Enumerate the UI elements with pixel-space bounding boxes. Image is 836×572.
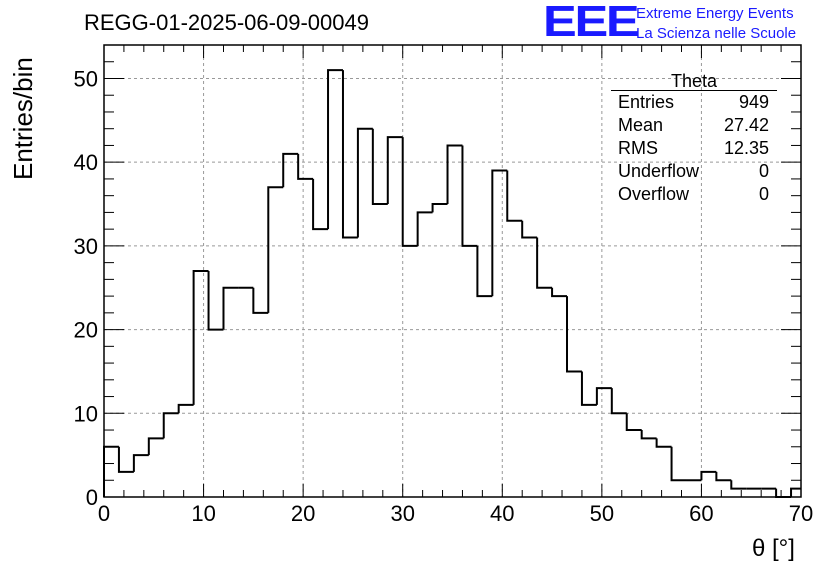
histogram-bin [132,454,149,472]
x-axis-label: θ [°] [752,535,795,562]
histogram-bin [371,128,388,206]
x-tick-label: 10 [191,501,215,526]
x-tick-label: 70 [789,501,813,526]
histogram-bin [327,69,343,230]
plot-frame [103,44,802,498]
stats-title: Theta [611,72,777,91]
histogram-bin [700,470,717,481]
histogram-bin [386,136,403,205]
y-tick-label: 20 [74,318,98,343]
histogram-bin [416,211,433,246]
histogram-bin [595,387,612,405]
histogram-bin [252,287,269,314]
histogram-bin [566,296,582,373]
stats-label: Underflow [618,161,700,181]
histogram-bin [282,152,299,188]
histogram-bin [491,169,508,297]
histogram-bin [536,237,553,289]
histogram-bin [267,186,284,313]
histogram-bin [461,145,478,247]
histogram-bin [670,446,687,482]
histogram-bin [521,220,538,239]
histogram-bin [775,488,792,498]
histogram-bin [312,178,329,231]
stats-box: Theta Entries 949 Mean 27.42 RMS 12.35 U… [611,72,777,206]
eee-logo: EEE [543,0,640,46]
stats-row-underflow: Underflow 0 [611,160,777,183]
stats-label: RMS [618,138,658,158]
histogram-bin [790,487,801,497]
histogram-bin [177,403,194,414]
histogram-bin [730,480,747,490]
histogram-bin [610,388,627,415]
histogram-bin [147,437,164,456]
plot-title: REGG-01-2025-06-09-00049 [84,10,369,35]
stats-row-mean: Mean 27.42 [611,114,777,137]
histogram-bin [625,413,642,432]
y-axis-label: Entries/bin [8,57,38,180]
histogram-bin [401,137,418,247]
histogram-bin [715,471,732,482]
histogram-bars [103,69,801,498]
stats-label: Entries [618,92,675,112]
stats-row-entries: Entries 949 [611,91,777,114]
x-tick-label: 20 [291,501,315,526]
histogram-bin [476,245,493,298]
x-tick-label: 0 [98,501,110,526]
histogram-bin [117,446,134,473]
logo-text-line2: La Scienza nelle Scuole [636,25,797,42]
x-tick-label: 30 [390,501,414,526]
histogram-bin [297,153,314,180]
x-tick-label: 40 [490,501,514,526]
histogram-bin [655,438,672,448]
stats-value: 0 [758,161,769,181]
stats-value: 27.42 [723,115,769,135]
histogram-bin [640,430,657,440]
stats-row-rms: RMS 12.35 [611,137,777,160]
logo-text-line1: Extreme Energy Events [636,5,794,22]
y-tick-label: 0 [86,485,98,510]
stats-value: 0 [758,184,769,204]
histogram-bin [162,412,179,439]
histogram-bin [222,286,239,330]
axis-ticks [103,44,802,498]
histogram-bin [192,270,209,405]
stats-row-overflow: Overflow 0 [611,183,777,206]
histogram-bin [341,70,358,239]
stats-value: 12.35 [723,138,769,158]
histogram-bin [551,287,568,298]
x-tick-label: 50 [590,501,614,526]
histogram-bin [356,127,373,238]
histogram-bin [207,271,224,331]
stats-value: 949 [738,92,769,112]
histogram-bin [431,203,448,213]
axis-tick-labels: 0 10 20 30 40 50 60 70 0 10 20 30 40 50 [74,66,814,526]
y-tick-label: 50 [74,66,98,91]
stats-label: Overflow [618,184,690,204]
y-tick-label: 40 [74,150,98,175]
histogram-bin [103,445,119,497]
y-tick-label: 10 [74,401,98,426]
x-tick-label: 60 [689,501,713,526]
stats-label: Mean [618,115,664,135]
histogram-bin [446,144,463,205]
histogram-bin [580,371,597,406]
y-tick-label: 30 [74,234,98,259]
histogram-bin [506,170,523,222]
